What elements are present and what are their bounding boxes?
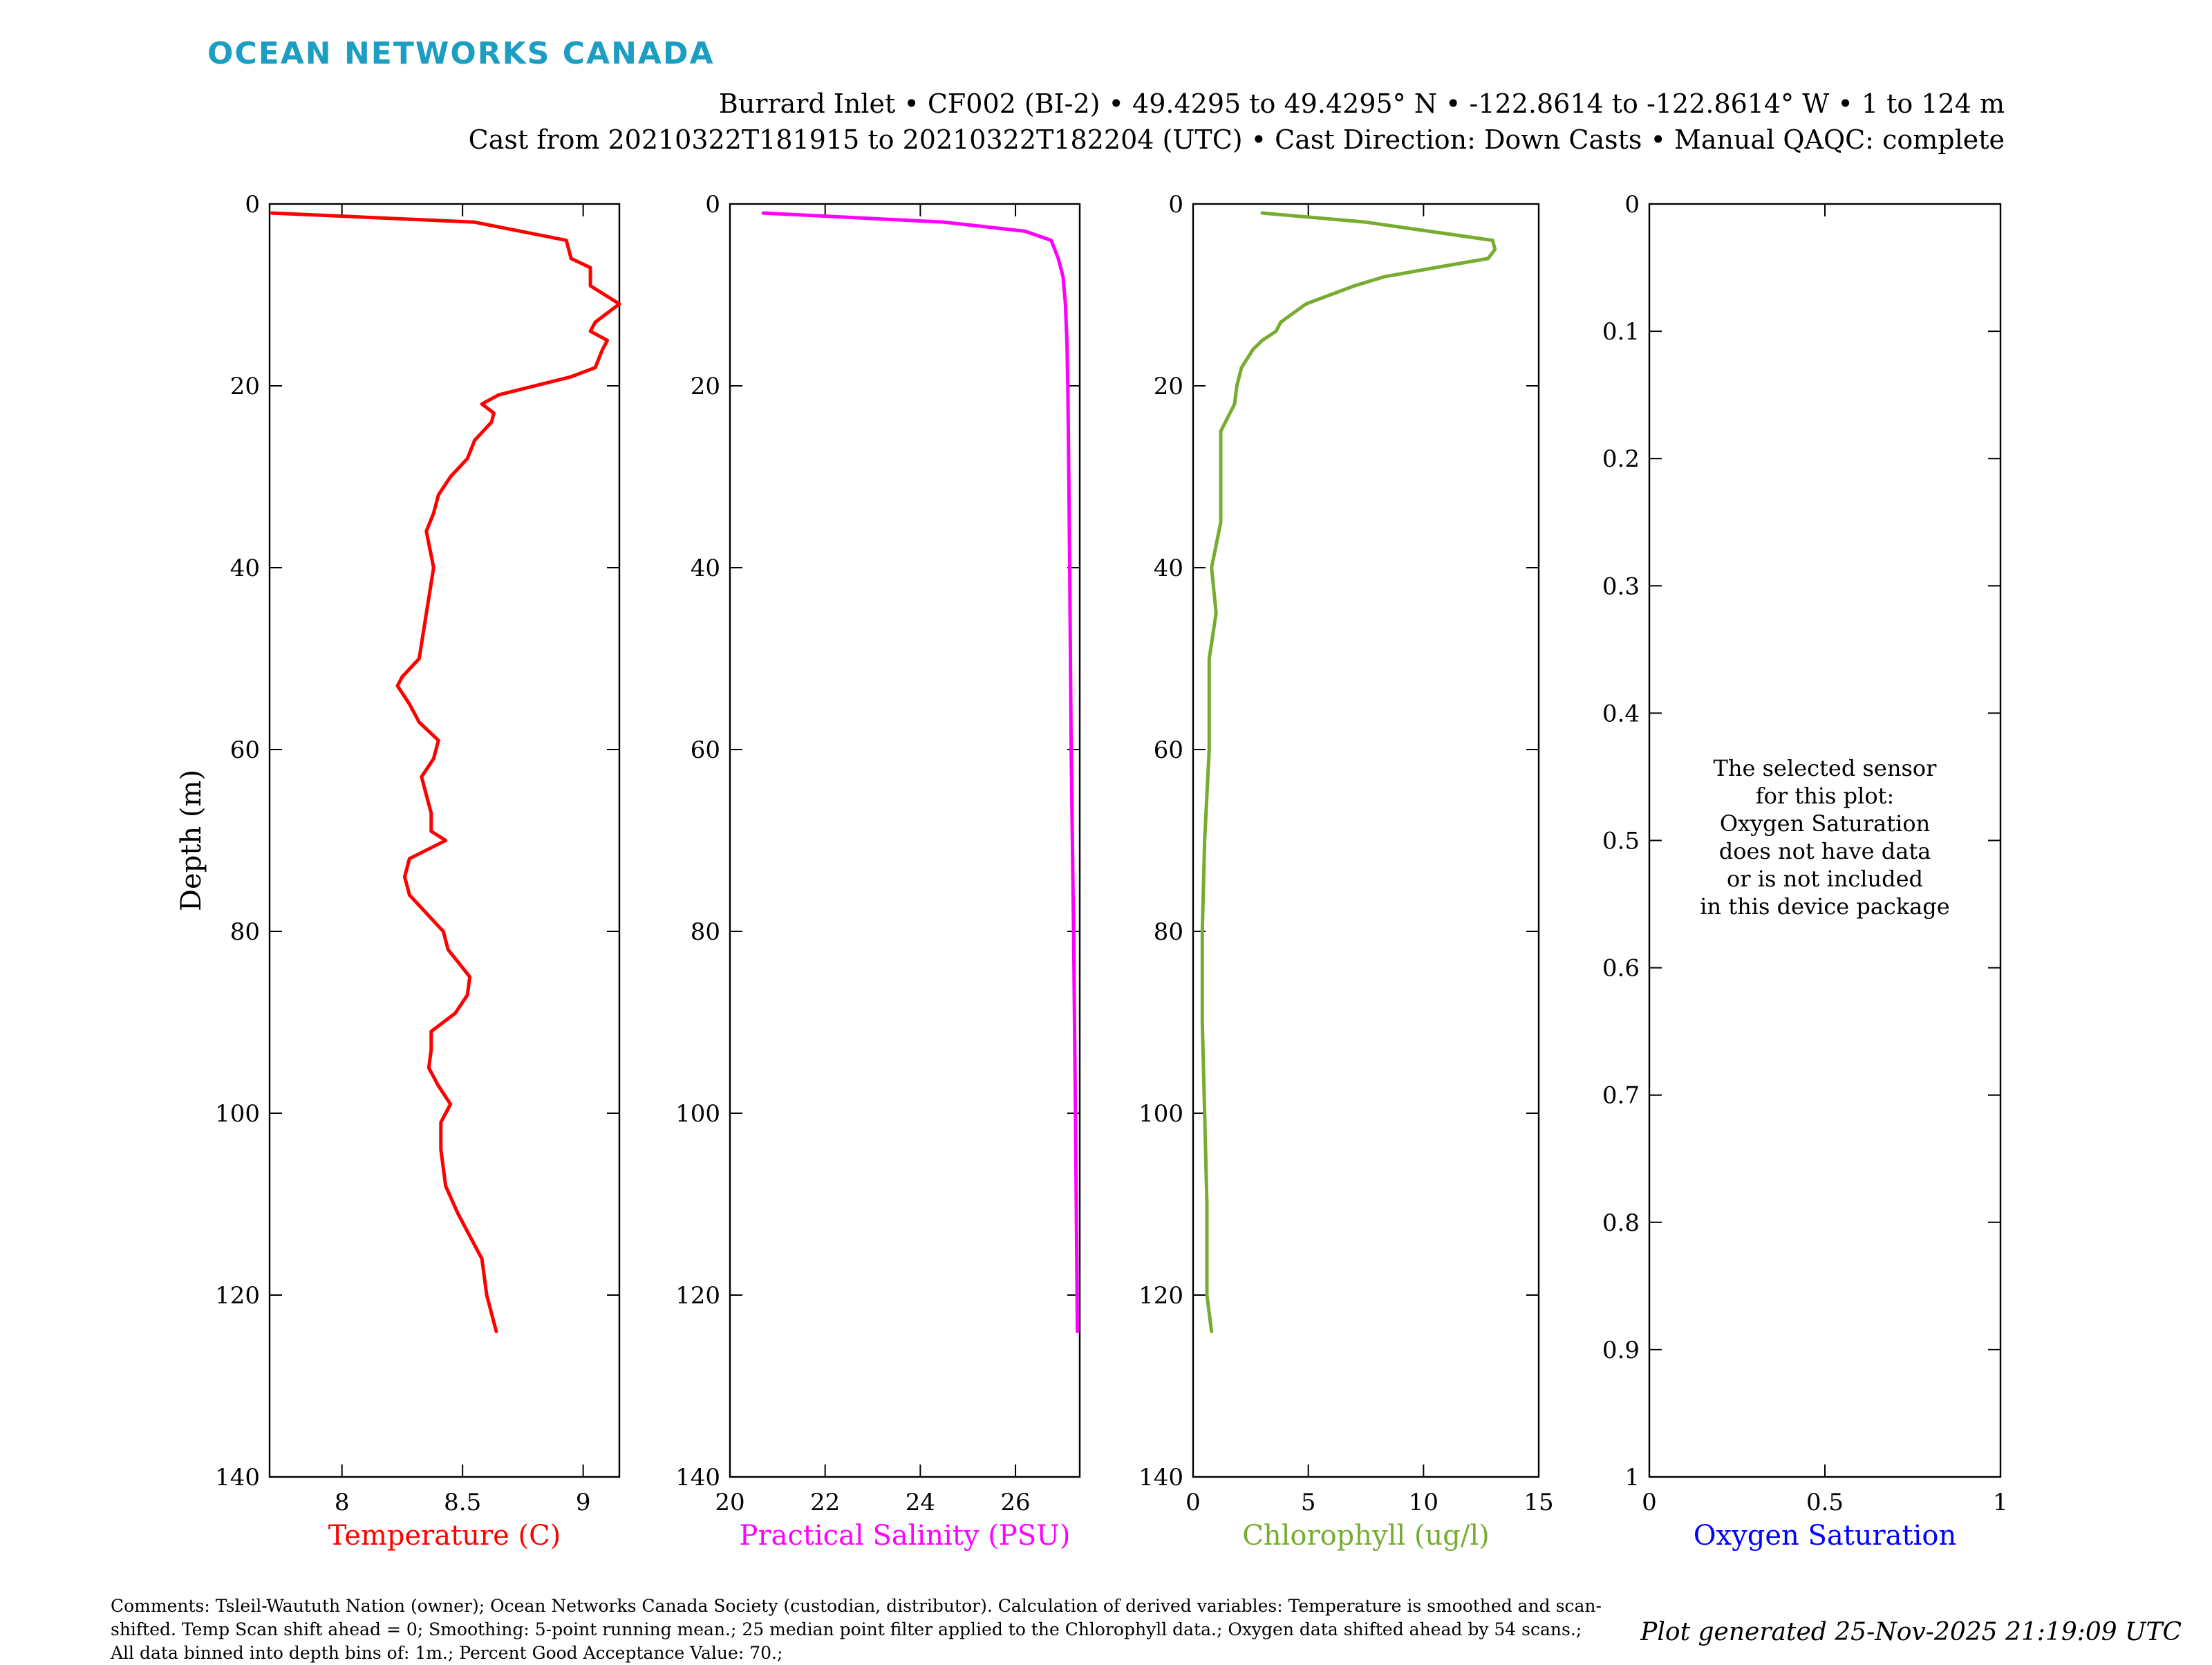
no-data-message-line: in this device package [1700,893,1949,920]
chlorophyll-profile-line [1200,211,1497,1334]
chlorophyll-x-tick-label: 5 [1301,1489,1316,1516]
oxygen-saturation-y-tick-label: 0.3 [1602,573,1640,600]
chlorophyll-y-tick-label: 80 [1154,918,1183,946]
oxygen-saturation-y-tick-label: 0.2 [1602,445,1640,473]
chlorophyll-y-tick-label: 20 [1154,373,1183,400]
oxygen-saturation-y-tick-label: 0.6 [1602,955,1640,983]
plot-title-location: Burrard Inlet • CF002 (BI-2) • 49.4295 t… [718,89,2005,119]
temperature-x-tick-label: 8.5 [444,1489,481,1516]
chlorophyll-x-tick-label: 0 [1185,1489,1201,1516]
temperature-profile-line [270,211,621,1334]
temperature-x-axis-label: Temperature (C) [328,1520,561,1552]
chlorophyll-y-tick-label: 100 [1138,1100,1183,1128]
salinity-axes-box [729,203,1081,1478]
no-data-message-line: for this plot: [1756,783,1895,809]
temperature-y-tick-label: 80 [230,918,260,946]
temperature-x-tick-label: 8 [335,1489,350,1516]
plot-title-cast: Cast from 20210322T181915 to 20210322T18… [468,124,2005,155]
temperature-y-tick-label: 40 [230,555,260,582]
oxygen-saturation-y-tick-label: 1 [1624,1464,1640,1491]
chlorophyll-y-tick-label: 60 [1154,736,1183,764]
salinity-x-tick-label: 22 [810,1489,840,1516]
temperature-y-tick-label: 100 [215,1100,260,1128]
temperature-y-tick-label: 120 [215,1282,260,1310]
no-data-message-line: The selected sensor [1714,755,1938,781]
plot-generated-timestamp: Plot generated 25-Nov-2025 21:19:09 UTC [1640,1618,2182,1646]
oxygen-saturation-y-tick-label: 0.8 [1602,1209,1640,1237]
salinity-x-tick-label: 24 [906,1489,935,1516]
salinity-y-tick-label: 120 [675,1282,720,1310]
salinity-y-tick-label: 100 [675,1100,720,1128]
salinity-x-tick-label: 20 [715,1489,744,1516]
brand-logo-text: OCEAN NETWORKS CANADA [207,36,715,71]
oxygen-saturation-y-tick-label: 0.7 [1602,1082,1640,1110]
salinity-y-tick-label: 80 [691,918,720,946]
no-data-message-line: Oxygen Saturation [1720,810,1930,837]
no-data-message-line: or is not included [1727,866,1923,892]
salinity-y-tick-label: 40 [691,555,720,582]
chlorophyll-y-tick-label: 120 [1138,1282,1183,1310]
salinity-x-axis-label: Practical Salinity (PSU) [740,1520,1071,1552]
comments-text: Comments: Tsleil-Waututh Nation (owner);… [111,1596,1602,1663]
chlorophyll-x-tick-label: 10 [1409,1489,1438,1516]
salinity-profile-line [761,211,1080,1334]
oxygen-saturation-x-tick-label: 1 [1993,1489,2008,1516]
no-data-message-line: does not have data [1719,838,1931,864]
salinity-x-tick-label: 26 [1000,1489,1030,1516]
temperature-y-tick-label: 140 [215,1464,260,1491]
oxygen-saturation-x-axis-label: Oxygen Saturation [1694,1520,1956,1552]
chlorophyll-x-tick-label: 15 [1524,1489,1553,1516]
chlorophyll-x-axis-label: Chlorophyll (ug/l) [1242,1520,1490,1552]
oxygen-saturation-y-tick-label: 0.1 [1602,318,1640,346]
temperature-y-tick-label: 60 [230,736,260,764]
chlorophyll-y-tick-label: 140 [1138,1464,1183,1491]
temperature-axes-box [268,203,621,1478]
oxygen-saturation-y-tick-label: 0 [1624,191,1640,218]
oxygen-saturation-y-tick-label: 0.9 [1602,1337,1640,1364]
oxygen-saturation-y-tick-label: 0.4 [1602,700,1640,727]
salinity-y-tick-label: 60 [691,736,720,764]
depth-y-axis-label: Depth (m) [176,770,207,911]
temperature-y-tick-label: 0 [245,191,260,218]
temperature-y-tick-label: 20 [230,373,260,400]
salinity-y-tick-label: 0 [705,191,720,218]
oxygen-saturation-x-tick-label: 0.5 [1806,1489,1844,1516]
chlorophyll-y-tick-label: 40 [1154,555,1183,582]
chlorophyll-y-tick-label: 0 [1168,191,1183,218]
chlorophyll-axes-box [1192,203,1540,1478]
oxygen-saturation-y-tick-label: 0.5 [1602,828,1640,855]
temperature-x-tick-label: 9 [576,1489,591,1516]
salinity-y-tick-label: 20 [691,373,720,400]
salinity-y-tick-label: 140 [675,1464,720,1491]
oxygen-saturation-x-tick-label: 0 [1642,1489,1657,1516]
